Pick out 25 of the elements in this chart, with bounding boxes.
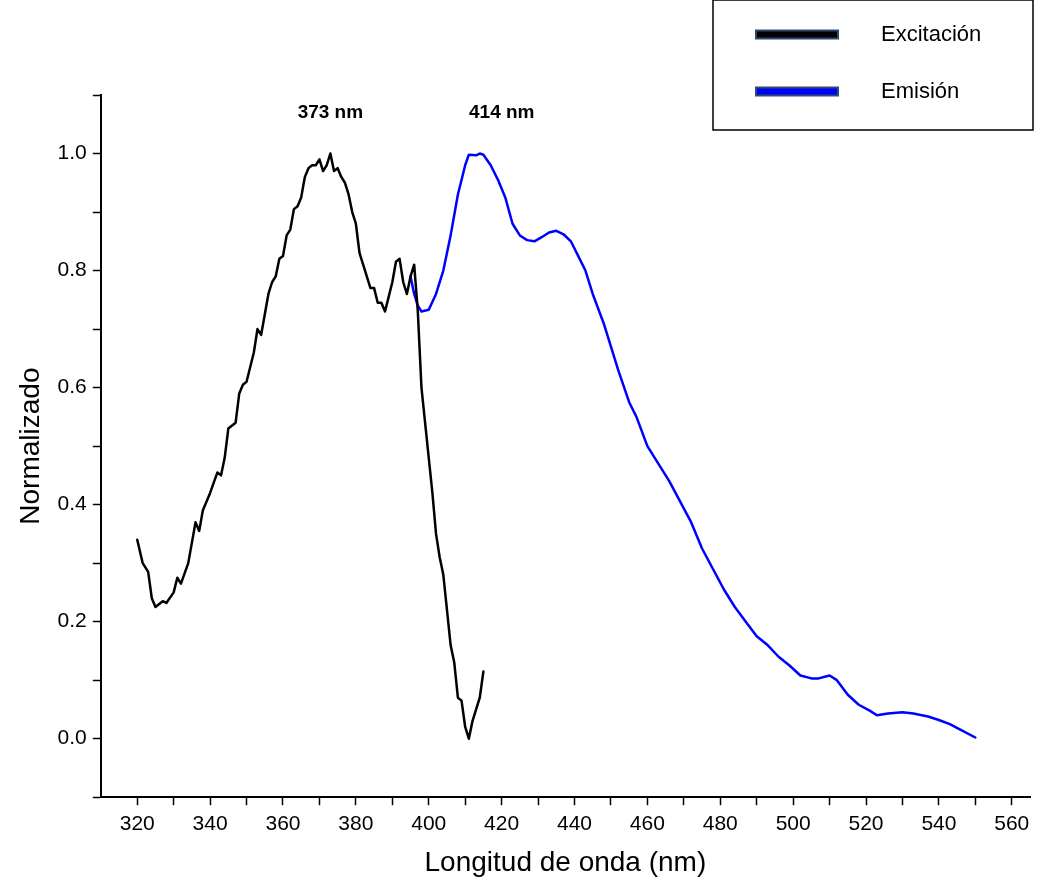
x-tick-label: 320 [119, 810, 155, 834]
y-tick-label: 0.0 [57, 725, 87, 749]
y-tick-label: 0.2 [57, 608, 87, 632]
y-tick-label: 0.4 [57, 491, 88, 515]
x-axis-title: Longitud de onda (nm) [424, 845, 707, 877]
y-axis-title: Normalizado [13, 367, 45, 525]
x-tick-label: 480 [702, 810, 738, 834]
x-tick-label: 340 [192, 810, 228, 834]
y-tick-label: 1.0 [57, 140, 87, 164]
legend-label: Emisión [881, 77, 960, 103]
x-tick-label: 400 [411, 810, 447, 834]
x-tick-label: 420 [484, 810, 520, 834]
y-tick-label: 0.6 [57, 374, 87, 398]
legend-label: Excitación [881, 20, 982, 46]
annotation: 414 nm [469, 101, 535, 123]
x-tick-label: 360 [265, 810, 301, 834]
x-tick-label: 500 [775, 810, 811, 834]
x-tick-label: 540 [921, 810, 957, 834]
x-tick-label: 380 [338, 810, 374, 834]
x-tick-label: 560 [994, 810, 1030, 834]
x-tick-label: 520 [848, 810, 884, 834]
y-tick-label: 0.8 [57, 257, 87, 281]
x-tick-label: 460 [629, 810, 665, 834]
annotation: 373 nm [297, 101, 364, 123]
x-tick-label: 440 [556, 810, 593, 834]
